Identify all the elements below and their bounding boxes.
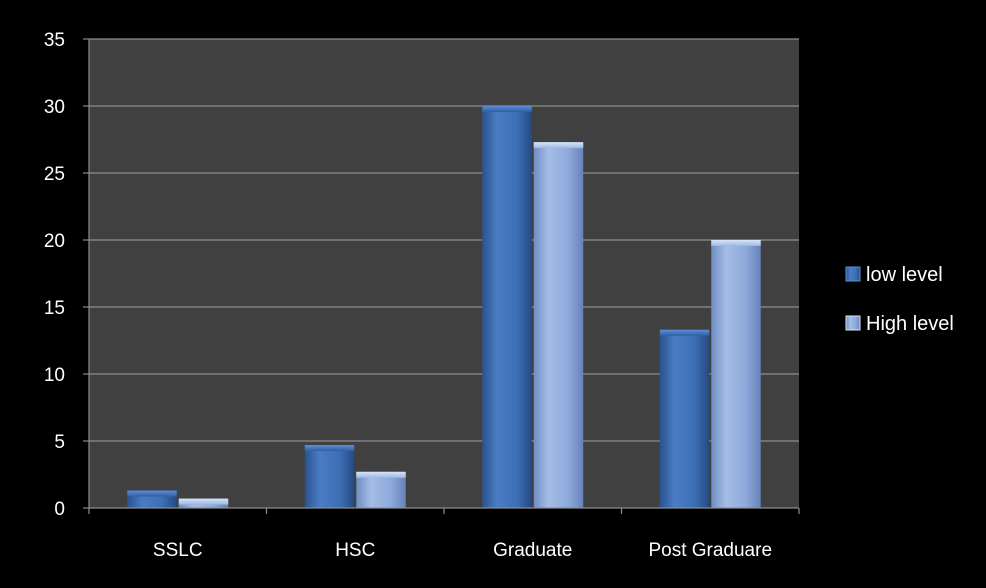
x-tick-label: Post Graduare xyxy=(648,540,772,561)
bar-bevel xyxy=(356,471,406,478)
y-tick-label: 10 xyxy=(44,365,65,386)
legend-swatch xyxy=(845,315,861,331)
x-tick-label: SSLC xyxy=(153,540,203,561)
gridlines xyxy=(89,38,799,442)
bar-high-level xyxy=(711,240,761,508)
y-tick-label: 15 xyxy=(44,298,65,319)
bar-bevel xyxy=(533,142,584,149)
bar-body xyxy=(482,106,532,508)
bar-bevel xyxy=(127,490,177,497)
x-axis-ticks: SSLC HSC Graduate Post Graduare xyxy=(88,508,800,561)
bar-body xyxy=(659,329,710,508)
bar-body xyxy=(711,240,761,508)
y-tick-label: 20 xyxy=(44,231,65,252)
legend-swatch xyxy=(845,266,861,282)
bar-bevel xyxy=(659,329,710,336)
bar-low-level xyxy=(659,329,710,508)
bar-low-level xyxy=(304,445,355,508)
y-tick-label: 30 xyxy=(44,97,65,118)
bar-high-level xyxy=(356,471,406,508)
y-tick-label: 0 xyxy=(54,499,65,520)
legend: low level High level xyxy=(845,264,954,335)
bar-low-level xyxy=(127,490,177,508)
x-tick-label: HSC xyxy=(335,540,375,561)
bar-low-level xyxy=(482,106,532,508)
bar-body xyxy=(304,445,355,508)
bar-body xyxy=(356,471,406,508)
legend-item-high-level: High level xyxy=(845,313,954,335)
bar-bevel xyxy=(178,498,229,505)
bar-high-level xyxy=(178,498,229,508)
y-tick-label: 25 xyxy=(44,164,65,185)
bar-bevel xyxy=(711,240,761,246)
y-tick-label: 35 xyxy=(44,30,65,51)
bars xyxy=(127,106,761,508)
bar-body xyxy=(533,142,584,508)
legend-item-low-level: low level xyxy=(845,264,943,286)
bar-bevel xyxy=(304,445,355,452)
legend-label: High level xyxy=(866,313,954,335)
y-axis-ticks: 0 5 10 15 20 25 30 35 xyxy=(44,30,89,520)
legend-label: low level xyxy=(866,264,943,286)
x-tick-label: Graduate xyxy=(493,540,572,561)
bar-high-level xyxy=(533,142,584,508)
y-tick-label: 5 xyxy=(54,432,65,453)
bar-bevel xyxy=(482,106,532,112)
